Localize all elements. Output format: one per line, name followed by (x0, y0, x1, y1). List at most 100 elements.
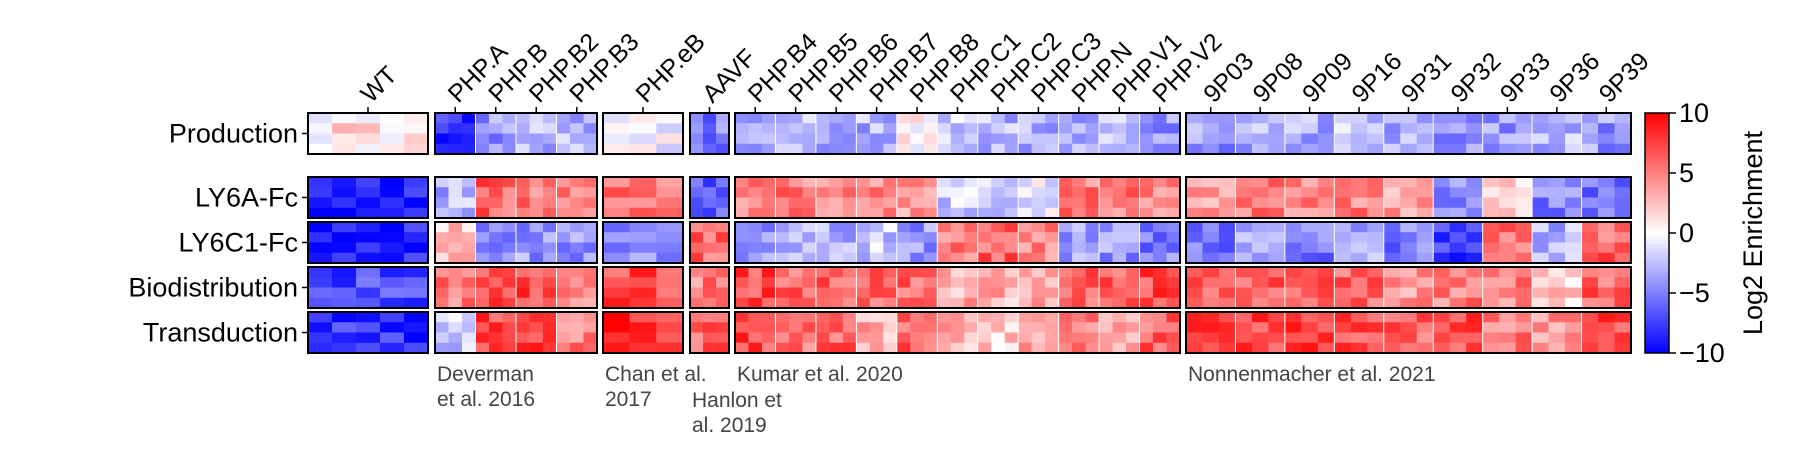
heatmap-cell-php-v2-ly6c1-fc (1153, 222, 1168, 233)
heatmap-cell-php-c1-transduction (964, 332, 979, 344)
heatmap-cell-9p16-ly6c1-fc (1367, 232, 1385, 244)
heatmap-cell-php-a-ly6c1-fc (435, 232, 450, 244)
heatmap-cell-9p16-biodistribution (1350, 287, 1368, 299)
heatmap-cell-php-b3-biodistribution (556, 267, 571, 278)
heatmap-cell-php-b2-ly6a-fc (516, 207, 531, 219)
heatmap-cell-php-b8-ly6a-fc (896, 197, 911, 209)
heatmap-cell-9p03-biodistribution (1202, 267, 1220, 278)
heatmap-cell-php-v1-production (1112, 143, 1127, 155)
heatmap-cell-9p16-production (1367, 133, 1385, 145)
heatmap-cell-php-c3-production (1018, 123, 1033, 135)
heatmap-cell-aavf-transduction (703, 312, 717, 323)
heatmap-cell-php-b4-ly6c1-fc (748, 252, 763, 264)
heatmap-cell-php-b-biodistribution (502, 297, 517, 309)
heatmap-cell-php-eb-biodistribution (656, 297, 684, 309)
heatmap-cell-php-b6-ly6a-fc (829, 197, 844, 209)
heatmap-cell-php-b8-ly6a-fc (910, 187, 925, 199)
heatmap-cell-php-b2-ly6a-fc (529, 197, 544, 209)
heatmap-cell-9p16-production (1350, 133, 1368, 145)
heatmap-cell-php-b-transduction (502, 332, 517, 344)
panel-border (734, 266, 1181, 309)
heatmap-cell-php-c3-ly6c1-fc (1031, 252, 1046, 264)
heatmap-cell-9p31-ly6c1-fc (1416, 222, 1434, 233)
heatmap-cell-php-b2-ly6a-fc (529, 177, 544, 188)
heatmap-cell-php-n-ly6c1-fc (1058, 252, 1073, 264)
heatmap-cell-9p36-ly6c1-fc (1565, 242, 1583, 254)
heatmap-cell-php-b7-production (856, 143, 871, 155)
heatmap-cell-wt-ly6c1-fc (332, 222, 357, 233)
heatmap-cell-9p31-transduction (1416, 322, 1434, 334)
heatmap-cell-9p36-production (1548, 143, 1566, 155)
heatmap-cell-9p33-ly6a-fc (1482, 177, 1500, 188)
heatmap-cell-php-b4-production (735, 113, 750, 124)
heatmap-cell-php-c1-transduction (937, 322, 952, 334)
heatmap-cell-php-c2-transduction (1004, 312, 1019, 323)
heatmap-cell-9p36-production (1565, 143, 1583, 155)
heatmap-cell-php-c1-ly6a-fc (964, 177, 979, 188)
heatmap-cell-php-a-transduction (448, 332, 463, 344)
heatmap-cell-9p16-ly6c1-fc (1334, 232, 1352, 244)
heatmap-cell-php-v1-ly6a-fc (1099, 197, 1114, 209)
heatmap-cell-9p09-biodistribution (1301, 277, 1319, 289)
heatmap-cell-php-c2-ly6c1-fc (991, 252, 1006, 264)
heatmap-cell-9p33-production (1515, 133, 1533, 145)
heatmap-cell-9p33-production (1499, 133, 1517, 145)
heatmap-cell-9p09-ly6a-fc (1284, 207, 1302, 219)
heatmap-cell-php-c1-ly6a-fc (950, 177, 965, 188)
heatmap-cell-php-b7-production (883, 113, 898, 124)
heatmap-cell-php-c3-ly6a-fc (1045, 177, 1060, 188)
heatmap-cell-php-v2-production (1153, 113, 1168, 124)
heatmap-cell-9p08-ly6c1-fc (1268, 242, 1286, 254)
heatmap-cell-php-b8-production (896, 123, 911, 135)
heatmap-cell-9p39-biodistribution (1598, 267, 1616, 278)
heatmap-cell-9p33-transduction (1482, 332, 1500, 344)
heatmap-cell-php-b-production (475, 113, 490, 124)
heatmap-cell-9p32-ly6c1-fc (1466, 232, 1484, 244)
heatmap-cell-php-b-biodistribution (489, 277, 504, 289)
heatmap-cell-9p36-production (1548, 123, 1566, 135)
heatmap-cell-php-b8-ly6a-fc (923, 207, 938, 219)
heatmap-cell-php-c2-ly6a-fc (1004, 187, 1019, 199)
heatmap-cell-aavf-ly6c1-fc (716, 222, 730, 233)
heatmap-cell-php-v2-production (1166, 113, 1181, 124)
heatmap-cell-php-b-biodistribution (475, 267, 490, 278)
heatmap-cell-9p08-ly6a-fc (1235, 187, 1253, 199)
heatmap-cell-php-b4-transduction (748, 342, 763, 354)
heatmap-cell-php-eb-ly6c1-fc (603, 222, 631, 233)
heatmap-cell-php-c2-production (991, 143, 1006, 155)
heatmap-cell-php-v1-biodistribution (1112, 287, 1127, 299)
heatmap-cell-9p09-transduction (1301, 312, 1319, 323)
heatmap-cell-9p09-ly6c1-fc (1301, 252, 1319, 264)
heatmap-cell-aavf-production (690, 113, 704, 124)
heatmap-cell-php-b6-transduction (815, 342, 830, 354)
heatmap-cell-php-b2-biodistribution (516, 267, 531, 278)
heatmap-cell-9p32-ly6a-fc (1466, 207, 1484, 219)
heatmap-cell-php-b8-ly6c1-fc (910, 222, 925, 233)
heatmap-cell-wt-production (380, 133, 405, 145)
heatmap-cell-php-a-transduction (448, 312, 463, 323)
heatmap-cell-9p32-biodistribution (1449, 277, 1467, 289)
heatmap-cell-php-c3-biodistribution (1018, 277, 1033, 289)
heatmap-cell-wt-transduction (356, 332, 381, 344)
heatmap-cell-9p32-transduction (1433, 342, 1451, 354)
heatmap-cell-php-c1-transduction (950, 322, 965, 334)
heatmap-cell-9p31-production (1416, 133, 1434, 145)
heatmap-cell-php-n-biodistribution (1072, 297, 1087, 309)
heatmap-cell-9p03-biodistribution (1186, 287, 1204, 299)
heatmap-cell-php-n-production (1072, 133, 1087, 145)
heatmap-cell-wt-ly6a-fc (308, 207, 333, 219)
heatmap-cell-php-b8-biodistribution (910, 297, 925, 309)
heatmap-cell-php-eb-ly6a-fc (629, 197, 657, 209)
heatmap-cell-php-c2-biodistribution (977, 287, 992, 299)
heatmap-cell-9p36-ly6c1-fc (1548, 242, 1566, 254)
heatmap-cell-php-b8-production (923, 123, 938, 135)
heatmap-cell-9p03-transduction (1186, 342, 1204, 354)
heatmap-cell-9p03-ly6a-fc (1218, 197, 1237, 209)
heatmap-cell-wt-biodistribution (308, 297, 333, 309)
heatmap-cell-9p16-transduction (1350, 322, 1368, 334)
heatmap-cell-9p31-transduction (1383, 322, 1401, 334)
heatmap-cell-php-b5-ly6a-fc (775, 197, 790, 209)
heatmap-cell-php-n-production (1072, 113, 1087, 124)
heatmap-cell-php-c3-ly6a-fc (1031, 197, 1046, 209)
heatmap-cell-php-b2-transduction (516, 332, 531, 344)
